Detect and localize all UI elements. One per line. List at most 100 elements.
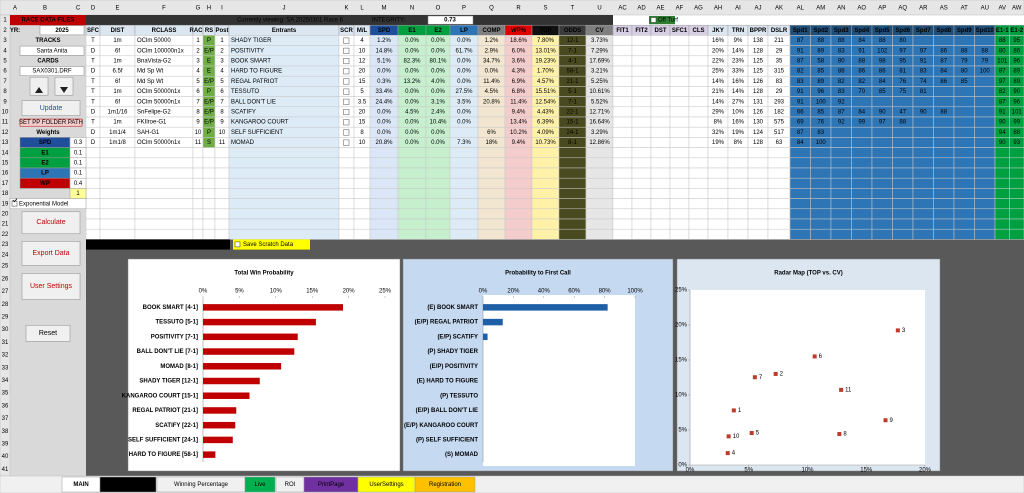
- cell-value: 7-1: [568, 48, 577, 54]
- empty-cell: [974, 157, 996, 169]
- empty-cell: [669, 188, 690, 199]
- cell-value: 1m: [113, 38, 121, 44]
- sheet-tab[interactable]: [414, 476, 476, 493]
- action-button[interactable]: Reset: [26, 325, 70, 341]
- action-button-label[interactable]: Export Data: [32, 249, 70, 257]
- table-cell: [650, 55, 671, 67]
- empty-cell: [612, 198, 633, 210]
- empty-cell: [631, 228, 652, 240]
- action-button-label[interactable]: Calculate: [36, 219, 66, 227]
- cell-value: 99: [858, 120, 865, 126]
- scratch-checkbox[interactable]: [343, 88, 350, 95]
- action-button-label[interactable]: Reset: [38, 329, 58, 337]
- scratch-checkbox[interactable]: [343, 47, 350, 54]
- cell-value: 88: [858, 58, 865, 64]
- empty-cell: [953, 228, 975, 240]
- scratch-checkbox[interactable]: [343, 68, 350, 75]
- cell-value: 101: [1012, 109, 1023, 115]
- down-arrow-icon[interactable]: [60, 87, 68, 93]
- scratch-checkbox[interactable]: [343, 109, 350, 116]
- empty-cell: [912, 198, 934, 210]
- x-tick-label: 100%: [627, 289, 643, 295]
- sheet-tab-label[interactable]: PrintPage: [318, 482, 345, 488]
- sheet-tab-label[interactable]: Live: [254, 482, 266, 488]
- scratch-checkbox[interactable]: [343, 37, 350, 44]
- scratch-checkbox[interactable]: [343, 58, 350, 65]
- table-cell: [631, 106, 652, 118]
- sheet-tab-label[interactable]: ROI: [285, 482, 296, 488]
- action-button[interactable]: Export Data: [22, 241, 80, 265]
- save-scratch-check[interactable]: [234, 241, 241, 248]
- card-box[interactable]: [19, 66, 85, 76]
- empty-cell: [953, 208, 975, 220]
- cell-value: 81: [920, 89, 927, 95]
- scratch-checkbox[interactable]: [343, 129, 350, 136]
- cell-value: 82: [838, 79, 845, 85]
- empty-cell: [612, 167, 633, 179]
- cell-value: 126: [753, 79, 764, 85]
- sheet-tab[interactable]: [99, 476, 157, 493]
- empty-cell: [449, 147, 479, 159]
- cell-value: 83: [797, 79, 804, 85]
- empty-cell: [707, 218, 729, 230]
- column-header: Spd10: [976, 28, 995, 34]
- sheet-tab-label[interactable]: MAIN: [73, 482, 88, 488]
- category-label: (P) SHADY TIGER: [427, 349, 478, 355]
- scratch-checkbox[interactable]: [343, 98, 350, 105]
- weight-name: LP: [41, 171, 49, 177]
- cell-value: 131: [753, 99, 764, 105]
- action-button-label[interactable]: User Settings: [29, 283, 73, 290]
- empty-cell: [830, 228, 852, 240]
- files-title: RACE DATA FILES: [22, 18, 75, 24]
- table-cell: [631, 86, 652, 97]
- cell-value: 6f: [115, 99, 120, 105]
- sheet-tab-label[interactable]: Registration: [429, 482, 461, 488]
- action-button-box[interactable]: [21, 211, 81, 235]
- action-button-box[interactable]: [21, 241, 81, 266]
- up-arrow-icon[interactable]: [35, 87, 43, 93]
- action-button-box[interactable]: [21, 273, 81, 300]
- cell-value: 86: [940, 48, 947, 54]
- cell-value: 89: [1013, 69, 1020, 75]
- sheet-tab-label[interactable]: Winning Percentage: [174, 482, 229, 488]
- empty-cell: [397, 147, 427, 159]
- update-button[interactable]: Update: [22, 101, 80, 116]
- update-button-box[interactable]: [21, 100, 81, 116]
- empty-cell: [134, 198, 194, 210]
- action-button[interactable]: Calculate: [22, 212, 80, 234]
- action-button[interactable]: User Settings: [22, 274, 80, 300]
- column-header: LP: [460, 28, 468, 34]
- empty-cell: [449, 188, 479, 199]
- sheet-tab[interactable]: [244, 476, 276, 493]
- cell-value: 1m: [113, 58, 121, 64]
- empty-cell: [353, 228, 371, 240]
- next-card-button[interactable]: [54, 76, 74, 96]
- sheet-tab-label[interactable]: UserSettings: [369, 482, 403, 488]
- row-number: 19: [2, 201, 9, 207]
- column-header: COMP: [483, 28, 501, 34]
- scratch-checkbox[interactable]: [343, 119, 350, 126]
- yr-label: YR:: [10, 28, 20, 34]
- sheet-tab-label[interactable]: Combined: [114, 482, 141, 488]
- empty-cell: [871, 177, 893, 189]
- scratch-checkbox[interactable]: [343, 78, 350, 85]
- action-button-box[interactable]: [25, 325, 71, 342]
- cell-value: 2: [196, 48, 200, 54]
- scratch-checkbox[interactable]: [343, 139, 350, 146]
- row-number: 8: [3, 89, 7, 95]
- cell-value: 126: [753, 109, 764, 115]
- weight-name: E1: [41, 150, 49, 156]
- empty-cell: [134, 208, 194, 220]
- cell-value: 100: [980, 69, 991, 75]
- update-button-label[interactable]: Update: [39, 104, 63, 112]
- table-cell: [612, 126, 633, 138]
- off-turf-box[interactable]: [649, 16, 675, 25]
- folder-box[interactable]: [19, 118, 83, 127]
- cell-value: 138: [753, 38, 764, 44]
- save-scratch-box[interactable]: [233, 239, 310, 250]
- column-header: DSLR: [771, 28, 788, 34]
- cell-value: 5.52%: [591, 99, 609, 105]
- track-box[interactable]: [19, 45, 85, 56]
- prev-card-button[interactable]: [29, 76, 49, 96]
- off-turf-check[interactable]: [650, 17, 657, 23]
